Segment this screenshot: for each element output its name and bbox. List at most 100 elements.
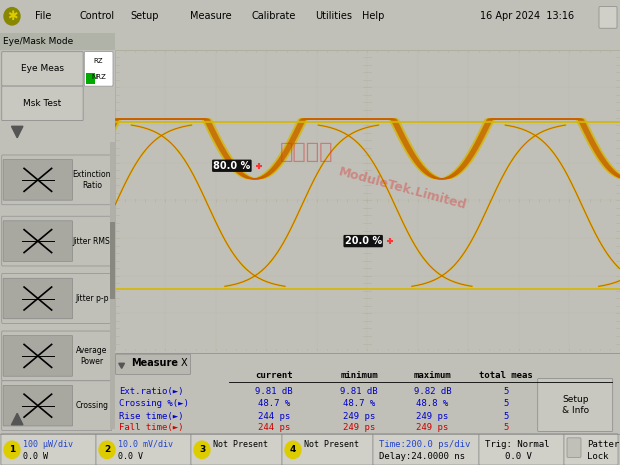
FancyBboxPatch shape — [96, 433, 191, 465]
Text: 249 ps: 249 ps — [343, 423, 375, 432]
Text: total meas: total meas — [479, 371, 533, 380]
FancyBboxPatch shape — [3, 385, 73, 426]
Text: Jitter RMS: Jitter RMS — [73, 237, 110, 246]
Text: 48.7 %: 48.7 % — [343, 399, 375, 408]
Text: Trig: Normal: Trig: Normal — [485, 440, 549, 449]
FancyBboxPatch shape — [282, 433, 373, 465]
Text: 48.7 %: 48.7 % — [257, 399, 290, 408]
Text: Crossing: Crossing — [75, 401, 108, 410]
Text: 244 ps: 244 ps — [257, 423, 290, 432]
FancyBboxPatch shape — [2, 155, 112, 205]
FancyBboxPatch shape — [3, 221, 73, 261]
Text: Jitter p-p: Jitter p-p — [75, 294, 108, 303]
Text: Pattern: Pattern — [587, 440, 620, 449]
Text: Lock: Lock — [587, 452, 608, 461]
Text: Setup: Setup — [130, 11, 159, 21]
FancyBboxPatch shape — [2, 52, 83, 86]
Text: Msk Test: Msk Test — [24, 99, 61, 108]
Polygon shape — [119, 363, 125, 368]
Text: 0.0 V: 0.0 V — [505, 452, 532, 461]
Text: Fall time(►): Fall time(►) — [119, 423, 184, 432]
Text: 1: 1 — [9, 445, 15, 454]
Text: Not Present: Not Present — [304, 440, 359, 449]
Text: Measure: Measure — [131, 358, 178, 368]
Text: Eye/Mask Mode: Eye/Mask Mode — [4, 37, 74, 46]
Text: 9.81 dB: 9.81 dB — [340, 387, 378, 396]
Text: 0.0 V: 0.0 V — [118, 452, 143, 461]
FancyBboxPatch shape — [599, 7, 617, 28]
Circle shape — [4, 441, 20, 458]
Circle shape — [99, 441, 115, 458]
Bar — [86, 73, 95, 84]
Circle shape — [285, 441, 301, 458]
Text: Crossing %(►): Crossing %(►) — [119, 399, 188, 408]
Text: Measure: Measure — [190, 11, 232, 21]
Text: 5: 5 — [503, 387, 508, 396]
Polygon shape — [12, 126, 23, 138]
Text: ModuleTek.Limited: ModuleTek.Limited — [337, 165, 468, 212]
Text: 100 μW/div: 100 μW/div — [23, 440, 73, 449]
Text: 4: 4 — [290, 445, 296, 454]
Circle shape — [194, 441, 210, 458]
Text: 5: 5 — [503, 399, 508, 408]
Text: Ext.ratio(►): Ext.ratio(►) — [119, 387, 184, 396]
FancyBboxPatch shape — [2, 273, 112, 323]
Text: Control: Control — [80, 11, 115, 21]
Text: RZ: RZ — [94, 58, 104, 64]
FancyBboxPatch shape — [2, 86, 83, 120]
Text: 3: 3 — [199, 445, 205, 454]
Text: 249 ps: 249 ps — [417, 412, 449, 421]
Text: 48.8 %: 48.8 % — [417, 399, 449, 408]
Text: NRZ: NRZ — [91, 73, 106, 80]
FancyBboxPatch shape — [115, 354, 190, 374]
Text: Extinction
Ratio: Extinction Ratio — [73, 170, 111, 190]
Text: minimum: minimum — [340, 371, 378, 380]
Text: 10.0 mV/div: 10.0 mV/div — [118, 440, 173, 449]
Text: current: current — [255, 371, 293, 380]
Text: 249 ps: 249 ps — [343, 412, 375, 421]
Text: 摩泰光电: 摩泰光电 — [280, 142, 334, 162]
Text: Time:200.0 ps/div: Time:200.0 ps/div — [379, 440, 471, 449]
Text: 5: 5 — [503, 423, 508, 432]
Text: Utilities: Utilities — [315, 11, 352, 21]
FancyBboxPatch shape — [1, 433, 96, 465]
Text: X: X — [180, 358, 187, 368]
Text: 244 ps: 244 ps — [257, 412, 290, 421]
Text: 5: 5 — [503, 412, 508, 421]
Text: 9.82 dB: 9.82 dB — [414, 387, 451, 396]
Text: maximum: maximum — [414, 371, 451, 380]
FancyBboxPatch shape — [567, 438, 581, 458]
Text: Eye Meas: Eye Meas — [21, 64, 64, 73]
Text: Setup
& Info: Setup & Info — [562, 395, 589, 415]
FancyBboxPatch shape — [564, 433, 618, 465]
FancyBboxPatch shape — [479, 433, 564, 465]
Text: Delay:24.0000 ns: Delay:24.0000 ns — [379, 452, 465, 461]
Text: Calibrate: Calibrate — [252, 11, 296, 21]
Text: Not Present: Not Present — [213, 440, 268, 449]
FancyBboxPatch shape — [84, 52, 113, 86]
Circle shape — [4, 7, 20, 25]
Bar — [110, 222, 115, 299]
FancyBboxPatch shape — [3, 278, 73, 319]
Text: 249 ps: 249 ps — [417, 423, 449, 432]
Text: ✱: ✱ — [7, 10, 17, 23]
Text: Average
Power: Average Power — [76, 346, 107, 365]
FancyBboxPatch shape — [3, 159, 73, 200]
FancyBboxPatch shape — [191, 433, 282, 465]
FancyBboxPatch shape — [373, 433, 479, 465]
Text: Rise time(►): Rise time(►) — [119, 412, 184, 421]
Text: 0.0 W: 0.0 W — [23, 452, 48, 461]
Text: File: File — [35, 11, 51, 21]
Text: 80.0 %: 80.0 % — [213, 161, 250, 171]
Text: Help: Help — [362, 11, 384, 21]
FancyBboxPatch shape — [2, 216, 112, 266]
FancyBboxPatch shape — [2, 331, 112, 381]
Bar — [110, 142, 115, 429]
Text: 16 Apr 2024  13:16: 16 Apr 2024 13:16 — [480, 11, 574, 21]
Text: 2: 2 — [104, 445, 110, 454]
Polygon shape — [12, 413, 23, 425]
FancyBboxPatch shape — [3, 336, 73, 376]
Text: 20.0 %: 20.0 % — [345, 236, 382, 246]
Text: 9.81 dB: 9.81 dB — [255, 387, 293, 396]
FancyBboxPatch shape — [538, 379, 613, 432]
